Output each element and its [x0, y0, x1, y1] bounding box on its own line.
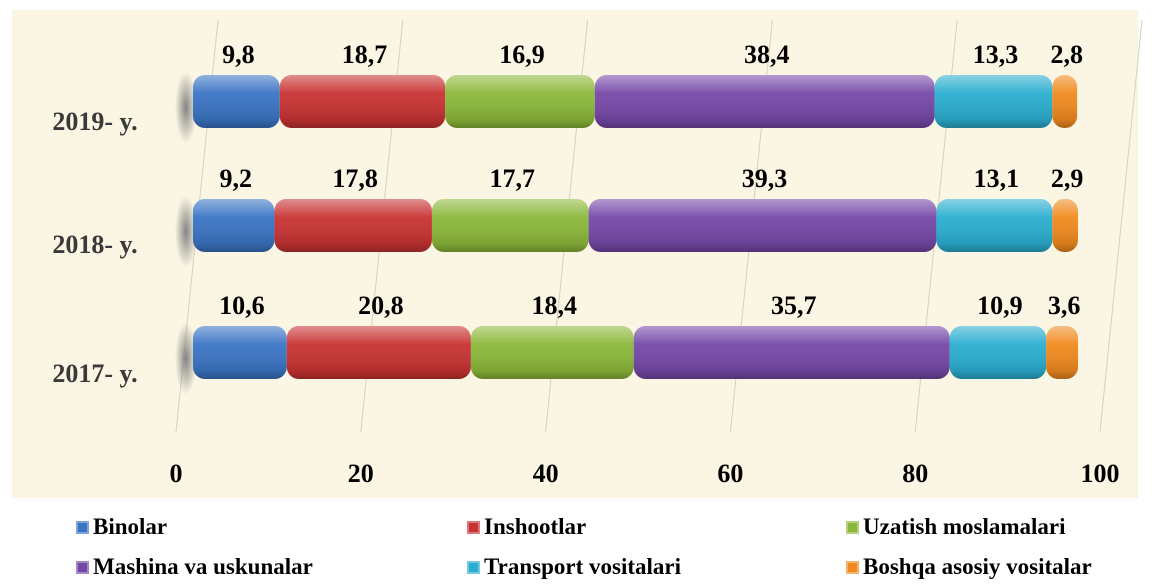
data-label: 2,8	[1050, 40, 1083, 69]
legend-label-binolar: Binolar	[93, 514, 168, 539]
data-label: 9,2	[219, 164, 252, 193]
legend-swatch-boshqa	[846, 560, 859, 574]
bar-highlight	[1052, 199, 1078, 252]
data-label: 13,1	[974, 164, 1020, 193]
x-tick-label: 40	[533, 459, 559, 488]
bar-highlight	[274, 199, 432, 252]
legend-item-mashina: Mashina va uskunalar	[76, 554, 313, 580]
data-label: 38,4	[744, 40, 790, 69]
legend-item-boshqa: Boshqa asosiy vositalar	[846, 554, 1092, 580]
data-label: 10,6	[219, 291, 265, 320]
x-tick-label: 0	[170, 459, 183, 488]
bar-highlight	[279, 75, 446, 128]
data-label: 20,8	[358, 291, 404, 320]
legend-item-uzatish: Uzatish moslamalari	[846, 514, 1066, 540]
bar-highlight	[936, 199, 1053, 252]
data-label: 3,6	[1048, 291, 1081, 320]
x-tick-label: 100	[1081, 459, 1120, 488]
bar-shadow	[175, 71, 197, 144]
bar-shadow	[175, 322, 197, 395]
category-label: 2018- y.	[52, 230, 137, 259]
bar-highlight	[193, 199, 275, 252]
data-label: 16,9	[499, 40, 545, 69]
data-label: 17,7	[490, 164, 536, 193]
bar-highlight	[431, 199, 589, 252]
data-label: 9,8	[222, 40, 255, 69]
x-tick-label: 20	[348, 459, 374, 488]
legend-label-inshootlar: Inshootlar	[484, 514, 587, 539]
legend-label-mashina: Mashina va uskunalar	[93, 554, 313, 579]
legend-label-uzatish: Uzatish moslamalari	[863, 514, 1066, 539]
legend-swatch-mashina	[76, 560, 89, 574]
data-label: 17,8	[332, 164, 378, 193]
bar-shadow	[175, 195, 197, 268]
legend-swatch-inshootlar	[467, 520, 480, 534]
bar-highlight	[588, 199, 937, 252]
category-label: 2019- y.	[52, 107, 137, 136]
bar-highlight	[445, 75, 595, 128]
legend: Binolar Inshootlar Uzatish moslamalari M…	[0, 498, 1152, 584]
bar-highlight	[1046, 326, 1078, 379]
data-label: 39,3	[742, 164, 788, 193]
bar-highlight	[934, 75, 1053, 128]
data-label: 35,7	[771, 291, 817, 320]
legend-label-transport: Transport vositalari	[484, 554, 681, 579]
x-tick-label: 80	[902, 459, 928, 488]
data-label: 2,9	[1051, 164, 1084, 193]
data-label: 18,7	[342, 40, 388, 69]
bar-highlight	[286, 326, 471, 379]
data-label: 10,9	[977, 291, 1023, 320]
legend-swatch-uzatish	[846, 520, 859, 534]
bar-highlight	[1052, 75, 1078, 128]
bar-highlight	[193, 75, 280, 128]
bar-highlight	[470, 326, 634, 379]
legend-item-inshootlar: Inshootlar	[467, 514, 586, 540]
category-label: 2017- y.	[52, 359, 137, 388]
bar-highlight	[949, 326, 1047, 379]
bar-highlight	[594, 75, 935, 128]
bar-highlight	[633, 326, 950, 379]
bar-highlight	[193, 326, 287, 379]
data-label: 18,4	[532, 291, 578, 320]
legend-item-transport: Transport vositalari	[467, 554, 681, 580]
x-tick-label: 60	[717, 459, 743, 488]
data-label: 13,3	[973, 40, 1019, 69]
legend-label-boshqa: Boshqa asosiy vositalar	[863, 554, 1092, 579]
stacked-bar-chart: 9,8 18,7 16,9 38,4 13,3 2,8 2019- y. 9,2 17,8 17,…	[52, 19, 1143, 488]
legend-swatch-transport	[467, 560, 480, 574]
legend-item-binolar: Binolar	[76, 514, 167, 540]
gridline	[1099, 19, 1143, 433]
legend-swatch-binolar	[76, 520, 89, 534]
